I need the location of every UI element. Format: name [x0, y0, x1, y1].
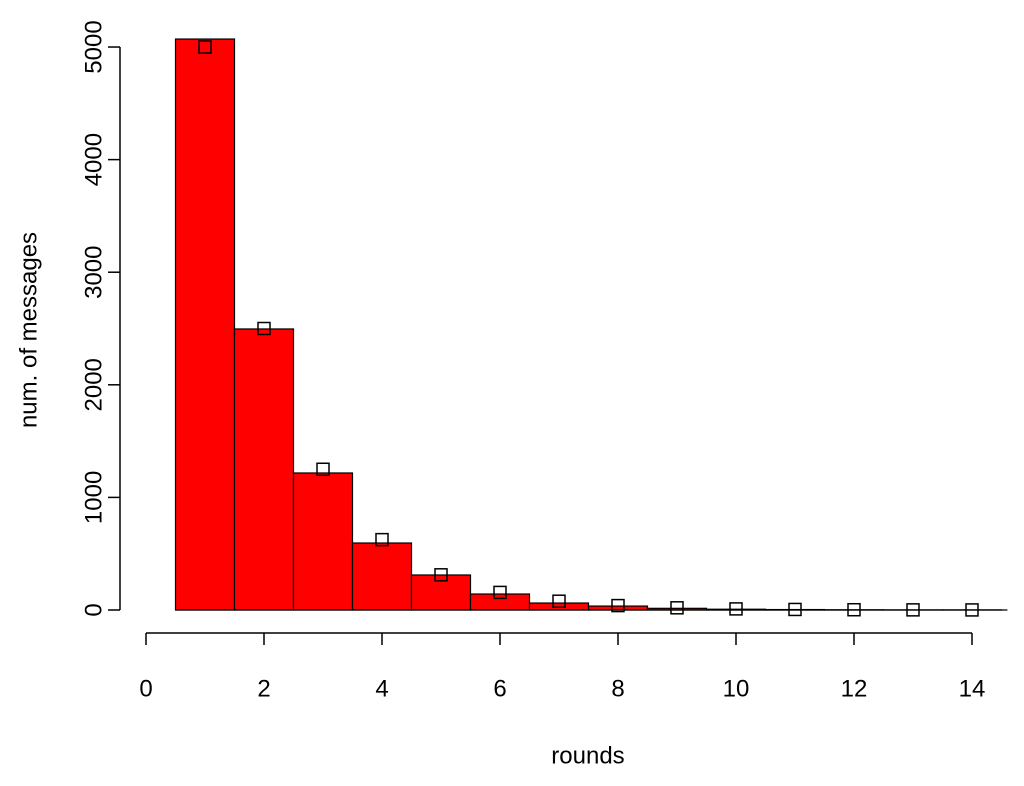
y-axis-label: num. of messages [15, 232, 42, 428]
point [375, 532, 389, 547]
bar [233, 328, 295, 611]
x-tick-label: 10 [723, 675, 750, 702]
bar [351, 542, 413, 611]
y-tick-label: 5000 [80, 20, 107, 73]
point [493, 585, 507, 600]
y-tick-label: 2000 [80, 358, 107, 411]
y-tick-label: 4000 [80, 133, 107, 186]
point [257, 321, 271, 336]
y-tick-label: 1000 [80, 471, 107, 524]
x-axis-label: rounds [551, 742, 624, 769]
x-tick-label: 8 [611, 675, 624, 702]
point [788, 602, 802, 617]
point [611, 598, 625, 613]
x-tick-label: 4 [375, 675, 388, 702]
point [729, 602, 743, 616]
point [670, 601, 684, 615]
point [847, 602, 861, 617]
x-tick-label: 0 [139, 675, 152, 702]
y-tick-label: 3000 [80, 246, 107, 299]
point [316, 462, 330, 477]
point [906, 603, 920, 617]
point [965, 603, 979, 617]
x-tick-label: 12 [841, 675, 868, 702]
x-tick-label: 6 [493, 675, 506, 702]
point [552, 594, 566, 608]
x-tick-label: 14 [959, 675, 986, 702]
bar [469, 593, 531, 611]
point [198, 40, 212, 54]
y-tick-label: 0 [80, 603, 107, 616]
point [434, 568, 448, 582]
bar [292, 472, 354, 611]
bar [174, 38, 236, 611]
x-tick-label: 2 [257, 675, 270, 702]
